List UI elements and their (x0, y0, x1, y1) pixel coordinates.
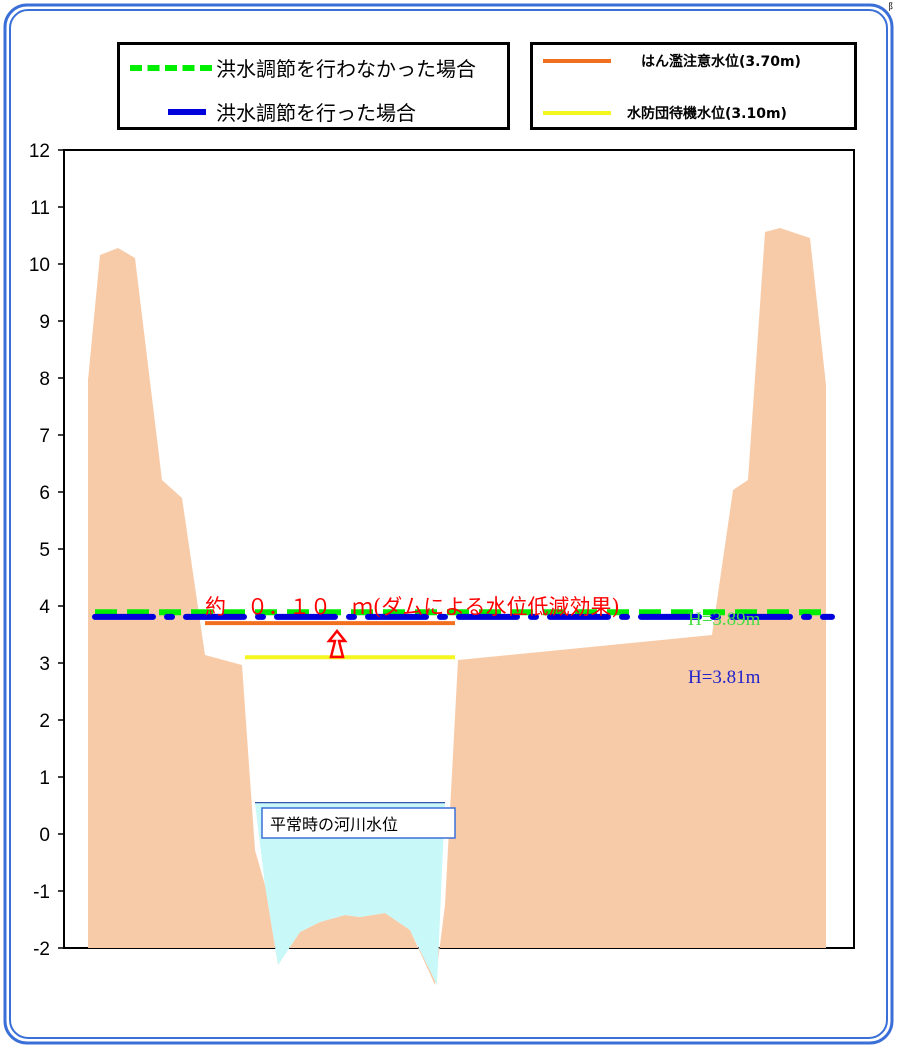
level-lines (92, 609, 835, 660)
y-tick-label: 6 (39, 483, 50, 504)
legend-swatch-green-dashed (130, 64, 212, 71)
y-tick-label: 0 (39, 825, 50, 846)
legend-item-flood-warning: はん濫注意水位(3.70m) (543, 51, 801, 71)
legend-swatch-orange (543, 59, 611, 63)
reduction-arrow-icon (326, 628, 348, 659)
y-tick-label: -2 (33, 939, 50, 960)
y-tick-label: 2 (39, 711, 50, 732)
legend-item-standby: 水防団待機水位(3.10m) (543, 103, 787, 123)
terrain-layer (88, 228, 826, 985)
legend-label-standby: 水防団待機水位(3.10m) (627, 106, 787, 122)
normal-level-callout: 平常時の河川水位 (261, 807, 456, 839)
y-tick-label: 4 (39, 597, 50, 618)
normal-level-label: 平常時の河川水位 (270, 815, 398, 834)
h-label-control: H=3.81m (688, 667, 761, 688)
normal-water-body (255, 802, 445, 985)
y-tick-label: 7 (39, 426, 50, 447)
legend-label-control: 洪水調節を行った場合 (216, 101, 416, 125)
legend-label-no-control: 洪水調節を行わなかった場合 (216, 57, 476, 81)
y-tick-label: 8 (39, 369, 50, 390)
y-tick-label: 12 (29, 141, 50, 162)
y-tick-label: -1 (33, 882, 50, 903)
terrain-cross-section (88, 228, 826, 985)
legend-item-no-control: 洪水調節を行わなかった場合 (130, 53, 476, 82)
legend-label-flood-warning: はん濫注意水位(3.70m) (641, 54, 801, 70)
y-tick-label: 9 (39, 312, 50, 333)
legend-box-flood-control: 洪水調節を行わなかった場合 洪水調節を行った場合 (117, 42, 510, 130)
y-tick-label: 11 (30, 198, 50, 219)
water-layer (255, 802, 445, 985)
y-tick-label: 5 (39, 540, 50, 561)
reduction-annotation: 約 ０．１０ ｍ(ダムによる水位低減効果) (205, 595, 620, 619)
y-tick-label: 1 (39, 768, 50, 789)
legend-swatch-blue-solid (168, 108, 206, 115)
h-label-no-control: H=3.89m (688, 609, 761, 630)
y-tick-label: 10 (29, 255, 50, 276)
legend-swatch-yellow (543, 111, 611, 115)
legend-box-water-levels: はん濫注意水位(3.70m) 水防団待機水位(3.10m) (530, 42, 857, 130)
corner-mark: 阝 (887, 3, 897, 13)
y-tick-label: 3 (39, 654, 50, 675)
legend-item-control: 洪水調節を行った場合 (168, 97, 416, 126)
